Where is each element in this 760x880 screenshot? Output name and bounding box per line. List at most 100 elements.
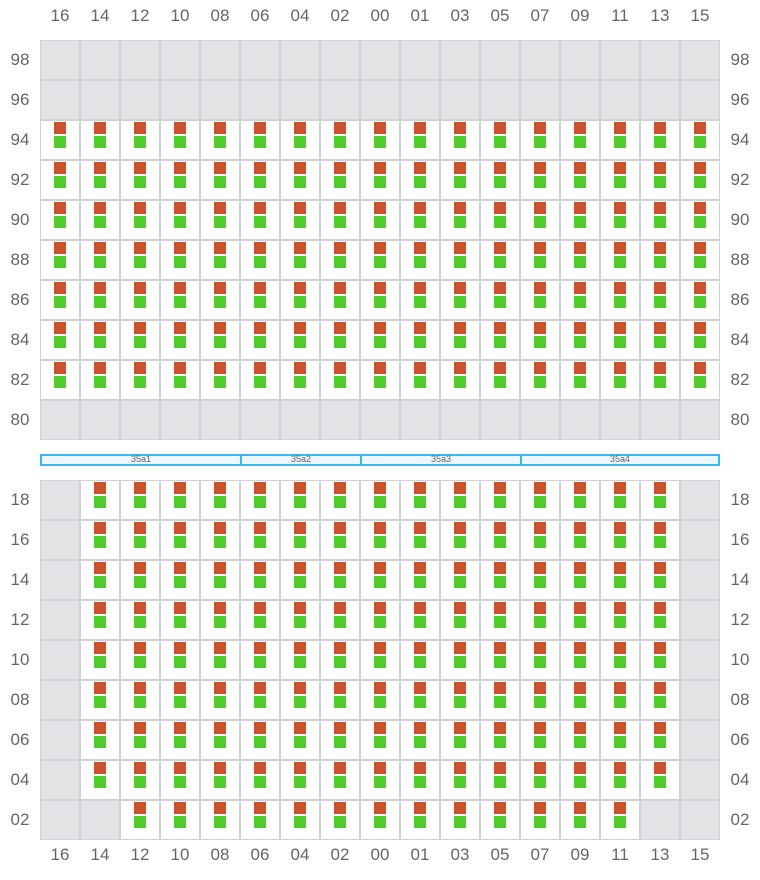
slot-cell[interactable] [641, 121, 679, 159]
slot-cell[interactable] [241, 721, 279, 759]
slot-cell[interactable] [321, 121, 359, 159]
slot-cell[interactable] [521, 201, 559, 239]
slot-cell[interactable] [401, 521, 439, 559]
slot-cell[interactable] [81, 481, 119, 519]
slot-cell[interactable] [361, 361, 399, 399]
slot-cell[interactable] [121, 241, 159, 279]
slot-cell[interactable] [521, 721, 559, 759]
slot-cell[interactable] [521, 761, 559, 799]
slot-cell[interactable] [81, 761, 119, 799]
slot-cell[interactable] [121, 321, 159, 359]
slot-cell[interactable] [521, 521, 559, 559]
slot-cell[interactable] [401, 321, 439, 359]
slot-cell[interactable] [321, 641, 359, 679]
slot-cell[interactable] [201, 641, 239, 679]
slot-cell[interactable] [201, 481, 239, 519]
slot-cell[interactable] [641, 361, 679, 399]
slot-cell[interactable] [401, 241, 439, 279]
slot-cell[interactable] [481, 121, 519, 159]
slot-cell[interactable] [321, 761, 359, 799]
slot-cell[interactable] [561, 761, 599, 799]
slot-cell[interactable] [281, 281, 319, 319]
slot-cell[interactable] [201, 561, 239, 599]
slot-cell[interactable] [481, 801, 519, 839]
slot-cell[interactable] [161, 521, 199, 559]
slot-cell[interactable] [321, 721, 359, 759]
slot-cell[interactable] [81, 561, 119, 599]
slot-cell[interactable] [481, 561, 519, 599]
slot-cell[interactable] [41, 321, 79, 359]
slot-cell[interactable] [121, 561, 159, 599]
slot-cell[interactable] [481, 361, 519, 399]
slot-cell[interactable] [561, 521, 599, 559]
slot-cell[interactable] [481, 281, 519, 319]
slot-cell[interactable] [401, 161, 439, 199]
slot-cell[interactable] [281, 161, 319, 199]
slot-cell[interactable] [561, 721, 599, 759]
segment-35a4[interactable]: 35a4 [520, 454, 720, 466]
slot-cell[interactable] [281, 321, 319, 359]
slot-cell[interactable] [521, 241, 559, 279]
slot-cell[interactable] [361, 601, 399, 639]
slot-cell[interactable] [441, 121, 479, 159]
slot-cell[interactable] [441, 561, 479, 599]
slot-cell[interactable] [401, 201, 439, 239]
slot-cell[interactable] [441, 281, 479, 319]
slot-cell[interactable] [681, 361, 719, 399]
slot-cell[interactable] [401, 761, 439, 799]
slot-cell[interactable] [361, 761, 399, 799]
slot-cell[interactable] [321, 161, 359, 199]
slot-cell[interactable] [281, 121, 319, 159]
slot-cell[interactable] [241, 241, 279, 279]
slot-cell[interactable] [441, 641, 479, 679]
slot-cell[interactable] [241, 361, 279, 399]
slot-cell[interactable] [401, 641, 439, 679]
slot-cell[interactable] [441, 201, 479, 239]
slot-cell[interactable] [481, 481, 519, 519]
slot-cell[interactable] [201, 161, 239, 199]
slot-cell[interactable] [481, 161, 519, 199]
slot-cell[interactable] [601, 681, 639, 719]
slot-cell[interactable] [681, 321, 719, 359]
slot-cell[interactable] [521, 281, 559, 319]
slot-cell[interactable] [401, 681, 439, 719]
slot-cell[interactable] [601, 121, 639, 159]
slot-cell[interactable] [201, 681, 239, 719]
slot-cell[interactable] [441, 361, 479, 399]
slot-cell[interactable] [521, 561, 559, 599]
slot-cell[interactable] [641, 521, 679, 559]
slot-cell[interactable] [641, 241, 679, 279]
slot-cell[interactable] [601, 601, 639, 639]
slot-cell[interactable] [201, 601, 239, 639]
slot-cell[interactable] [281, 721, 319, 759]
slot-cell[interactable] [401, 121, 439, 159]
slot-cell[interactable] [561, 281, 599, 319]
slot-cell[interactable] [81, 721, 119, 759]
slot-cell[interactable] [521, 601, 559, 639]
slot-cell[interactable] [641, 641, 679, 679]
slot-cell[interactable] [641, 601, 679, 639]
slot-cell[interactable] [161, 801, 199, 839]
slot-cell[interactable] [601, 561, 639, 599]
slot-cell[interactable] [441, 241, 479, 279]
slot-cell[interactable] [161, 761, 199, 799]
slot-cell[interactable] [641, 201, 679, 239]
slot-cell[interactable] [81, 321, 119, 359]
slot-cell[interactable] [41, 241, 79, 279]
slot-cell[interactable] [641, 561, 679, 599]
slot-cell[interactable] [561, 641, 599, 679]
slot-cell[interactable] [361, 161, 399, 199]
slot-cell[interactable] [201, 361, 239, 399]
slot-cell[interactable] [321, 601, 359, 639]
slot-cell[interactable] [521, 801, 559, 839]
slot-cell[interactable] [601, 641, 639, 679]
slot-cell[interactable] [361, 121, 399, 159]
slot-cell[interactable] [241, 641, 279, 679]
slot-cell[interactable] [321, 521, 359, 559]
slot-cell[interactable] [601, 761, 639, 799]
slot-cell[interactable] [281, 521, 319, 559]
slot-cell[interactable] [481, 321, 519, 359]
slot-cell[interactable] [401, 601, 439, 639]
slot-cell[interactable] [121, 361, 159, 399]
slot-cell[interactable] [601, 281, 639, 319]
